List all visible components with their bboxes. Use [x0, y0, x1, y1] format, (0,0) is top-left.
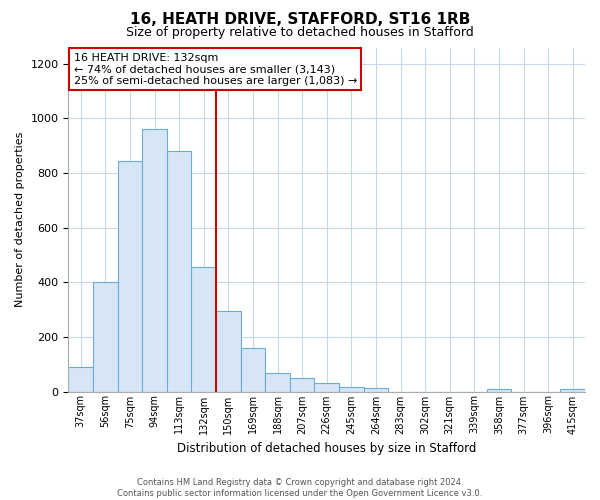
- Bar: [241, 348, 265, 392]
- Bar: [314, 383, 339, 392]
- Bar: [118, 161, 142, 392]
- Bar: [191, 268, 216, 392]
- Bar: [68, 367, 93, 392]
- Bar: [216, 311, 241, 392]
- Bar: [364, 388, 388, 392]
- Y-axis label: Number of detached properties: Number of detached properties: [15, 132, 25, 307]
- Bar: [93, 282, 118, 392]
- Text: 16 HEATH DRIVE: 132sqm
← 74% of detached houses are smaller (3,143)
25% of semi-: 16 HEATH DRIVE: 132sqm ← 74% of detached…: [74, 52, 357, 86]
- Text: Contains HM Land Registry data © Crown copyright and database right 2024.
Contai: Contains HM Land Registry data © Crown c…: [118, 478, 482, 498]
- Bar: [265, 373, 290, 392]
- Bar: [167, 152, 191, 392]
- Text: Size of property relative to detached houses in Stafford: Size of property relative to detached ho…: [126, 26, 474, 39]
- Bar: [487, 389, 511, 392]
- Text: 16, HEATH DRIVE, STAFFORD, ST16 1RB: 16, HEATH DRIVE, STAFFORD, ST16 1RB: [130, 12, 470, 28]
- X-axis label: Distribution of detached houses by size in Stafford: Distribution of detached houses by size …: [177, 442, 476, 455]
- Bar: [339, 386, 364, 392]
- Bar: [290, 378, 314, 392]
- Bar: [560, 389, 585, 392]
- Bar: [142, 130, 167, 392]
